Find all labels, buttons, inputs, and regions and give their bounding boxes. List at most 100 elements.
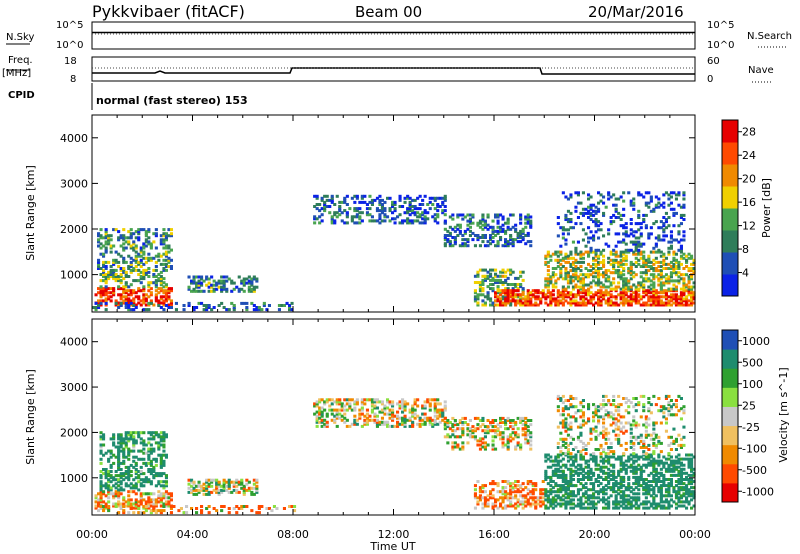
heatmap-cell xyxy=(647,205,651,209)
heatmap-cell xyxy=(619,213,623,217)
heatmap-cell xyxy=(602,471,606,475)
heatmap-cell xyxy=(587,240,591,244)
heatmap-cell xyxy=(529,502,533,506)
heatmap-cell xyxy=(669,234,673,238)
heatmap-cell xyxy=(592,459,596,463)
heatmap-cell xyxy=(380,209,384,213)
heatmap-cell xyxy=(436,410,440,414)
heatmap-cell xyxy=(597,191,601,195)
heatmap-cell xyxy=(501,303,505,307)
heatmap-cell xyxy=(363,414,367,418)
heatmap-cell xyxy=(109,287,113,291)
heatmap-cell xyxy=(97,504,101,508)
heatmap-cell xyxy=(662,506,666,510)
heatmap-cell xyxy=(644,486,648,490)
heatmap-cell xyxy=(154,279,158,283)
heatmap-cell xyxy=(104,281,108,285)
heatmap-cell xyxy=(398,205,402,208)
heatmap-cell xyxy=(519,240,523,244)
heatmap-cell xyxy=(536,295,540,299)
heatmap-cell xyxy=(162,268,166,272)
heatmap-cell xyxy=(325,400,329,404)
heatmap-cell xyxy=(313,412,317,416)
heatmap-cell xyxy=(647,234,651,238)
heatmap-cell xyxy=(162,246,166,250)
heatmap-cell xyxy=(692,285,696,289)
heatmap-cell xyxy=(652,475,656,479)
heatmap-cell xyxy=(159,453,163,457)
heatmap-cell xyxy=(662,301,666,305)
heatmap-cell xyxy=(566,492,570,496)
heatmap-cell xyxy=(674,467,678,471)
heatmap-cell xyxy=(483,429,487,433)
heatmap-cell xyxy=(154,459,158,463)
heatmap-cell xyxy=(149,431,153,435)
heatmap-cell xyxy=(159,459,163,463)
heatmap-cell xyxy=(624,230,628,234)
heatmap-cell xyxy=(501,433,505,437)
heatmap-cell xyxy=(644,213,648,217)
heatmap-cell xyxy=(134,250,138,254)
heatmap-cell xyxy=(119,437,123,441)
heatmap-cell xyxy=(338,207,342,211)
heatmap-cell xyxy=(599,482,603,486)
heatmap-cell xyxy=(556,222,560,226)
heatmap-cell xyxy=(401,406,405,410)
heatmap-cell xyxy=(192,488,196,492)
heatmap-cell xyxy=(142,511,146,515)
heatmap-cell xyxy=(546,291,550,295)
heatmap-cell xyxy=(353,402,357,406)
heatmap-cell xyxy=(99,293,103,297)
heatmap-cell xyxy=(109,449,113,453)
heatmap-cell xyxy=(483,236,487,239)
heatmap-cell xyxy=(511,293,515,297)
heatmap-cell xyxy=(137,457,141,461)
heatmap-cell xyxy=(566,448,570,451)
heatmap-cell xyxy=(654,473,658,477)
heatmap-cell xyxy=(504,486,508,490)
heatmap-cell xyxy=(546,254,550,258)
heatmap-cell xyxy=(421,221,425,225)
heatmap-cell xyxy=(659,254,663,258)
heatmap-cell xyxy=(237,289,241,293)
heatmap-cell xyxy=(504,289,508,293)
heatmap-cell xyxy=(664,211,668,215)
heatmap-cell xyxy=(597,271,601,275)
heatmap-cell xyxy=(149,281,153,285)
heatmap-cell xyxy=(162,240,166,244)
heatmap-cell xyxy=(637,492,641,496)
heatmap-cell xyxy=(622,492,626,496)
heatmap-cell xyxy=(144,297,148,301)
heatmap-cell xyxy=(672,238,676,242)
heatmap-cell xyxy=(514,490,518,494)
heatmap-cell xyxy=(536,291,540,295)
heatmap-cell xyxy=(687,289,691,293)
heatmap-cell xyxy=(594,211,598,215)
heatmap-cell xyxy=(494,498,498,502)
heatmap-cell xyxy=(556,289,560,293)
heatmap-cell xyxy=(579,285,583,289)
heatmap-cell xyxy=(139,496,143,500)
heatmap-cell xyxy=(368,398,372,402)
heatmap-cell xyxy=(614,475,618,479)
heatmap-cell xyxy=(139,246,143,250)
heatmap-cell xyxy=(481,437,485,441)
heatmap-cell xyxy=(667,490,671,494)
heatmap-cell xyxy=(614,287,618,291)
heatmap-cell xyxy=(421,422,425,426)
heatmap-cell xyxy=(521,231,525,235)
heatmap-cell xyxy=(589,205,593,209)
heatmap-cell xyxy=(499,490,503,494)
heatmap-cell xyxy=(652,209,656,213)
heatmap-cell xyxy=(627,475,631,479)
heatmap-cell xyxy=(587,205,591,209)
heatmap-cell xyxy=(139,472,143,476)
heatmap-cell xyxy=(637,216,641,219)
heatmap-cell xyxy=(137,287,141,291)
heatmap-cell xyxy=(584,465,588,469)
heatmap-cell xyxy=(504,504,508,508)
heatmap-cell xyxy=(217,492,221,496)
heatmap-cell xyxy=(561,502,565,506)
heatmap-cell xyxy=(647,277,651,281)
heatmap-cell xyxy=(217,484,221,488)
